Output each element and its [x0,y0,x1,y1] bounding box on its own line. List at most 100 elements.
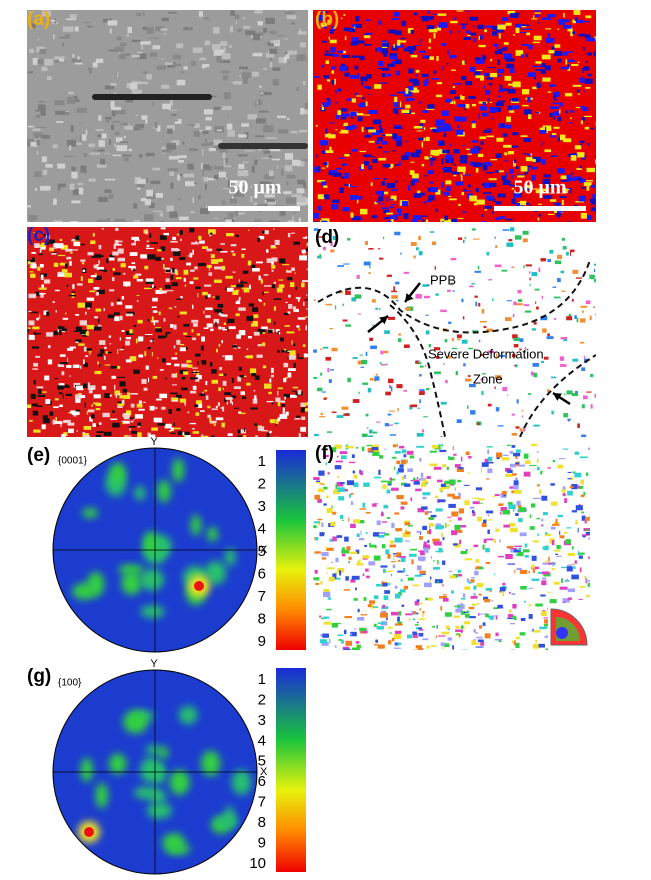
texture [388,424,393,426]
texture [386,517,391,519]
texture [483,85,486,89]
texture [518,507,527,513]
texture [552,85,554,87]
texture [62,365,64,367]
texture [470,596,478,599]
texture [543,617,548,619]
texture [270,183,280,190]
texture [113,143,116,148]
texture [448,198,457,201]
colorbar-label: 10 [249,855,266,872]
texture [531,443,537,447]
texture [445,625,450,630]
texture [435,495,439,499]
texture [590,198,596,203]
texture [164,423,172,429]
texture [588,52,593,56]
texture [168,307,173,310]
texture [473,629,476,633]
texture [110,124,115,131]
texture [461,649,469,650]
texture [562,493,566,497]
texture [335,557,339,563]
texture [225,177,228,180]
texture [45,164,53,168]
texture [533,15,535,19]
texture [353,598,358,601]
texture [72,284,75,289]
texture [574,315,577,319]
colorbar-label: 9 [258,835,266,852]
texture [201,434,203,437]
texture [117,403,125,406]
texture [77,183,83,186]
texture [219,367,223,371]
texture [513,194,522,198]
texture [396,443,398,448]
texture [369,600,375,604]
texture [59,329,62,336]
texture [402,532,411,538]
texture [93,264,99,269]
texture [344,27,351,32]
texture [293,362,296,369]
texture [144,214,154,221]
texture [350,74,359,79]
texture [501,123,506,128]
texture [102,412,110,418]
texture [86,297,95,301]
texture [286,270,292,273]
texture [510,649,515,650]
texture [468,347,473,350]
scale-bar-label: 50 μm [229,177,282,199]
texture [27,205,31,208]
texture [222,355,225,357]
texture [368,429,373,434]
texture [529,464,537,466]
texture [95,275,102,281]
texture [384,590,390,594]
texture [33,232,37,234]
texture [451,530,458,536]
texture-blob [143,531,157,555]
texture [274,321,276,325]
texture [198,195,201,200]
texture [482,544,485,550]
boundary [389,304,446,437]
texture [79,134,84,142]
texture [246,315,254,321]
texture [387,220,392,222]
texture [210,259,219,264]
boundary [519,354,596,437]
texture [373,177,380,180]
texture [495,245,498,249]
texture [333,577,341,580]
texture [352,519,361,524]
texture [52,406,59,409]
texture [368,109,378,114]
texture [447,49,449,55]
texture [40,246,46,250]
texture [412,477,416,481]
texture [381,207,389,210]
texture [57,364,64,367]
texture [31,346,39,349]
texture [180,71,185,74]
texture [503,42,509,45]
texture [490,58,493,62]
texture [280,210,286,216]
texture [389,215,394,219]
texture [438,140,445,147]
texture [85,311,87,315]
texture [590,404,593,409]
texture [82,269,86,273]
texture [523,109,532,115]
texture [364,241,369,246]
texture [323,616,330,619]
texture [405,574,409,577]
texture [98,422,102,425]
texture [317,387,323,392]
texture [211,379,219,384]
texture [383,595,389,601]
texture [541,63,546,68]
